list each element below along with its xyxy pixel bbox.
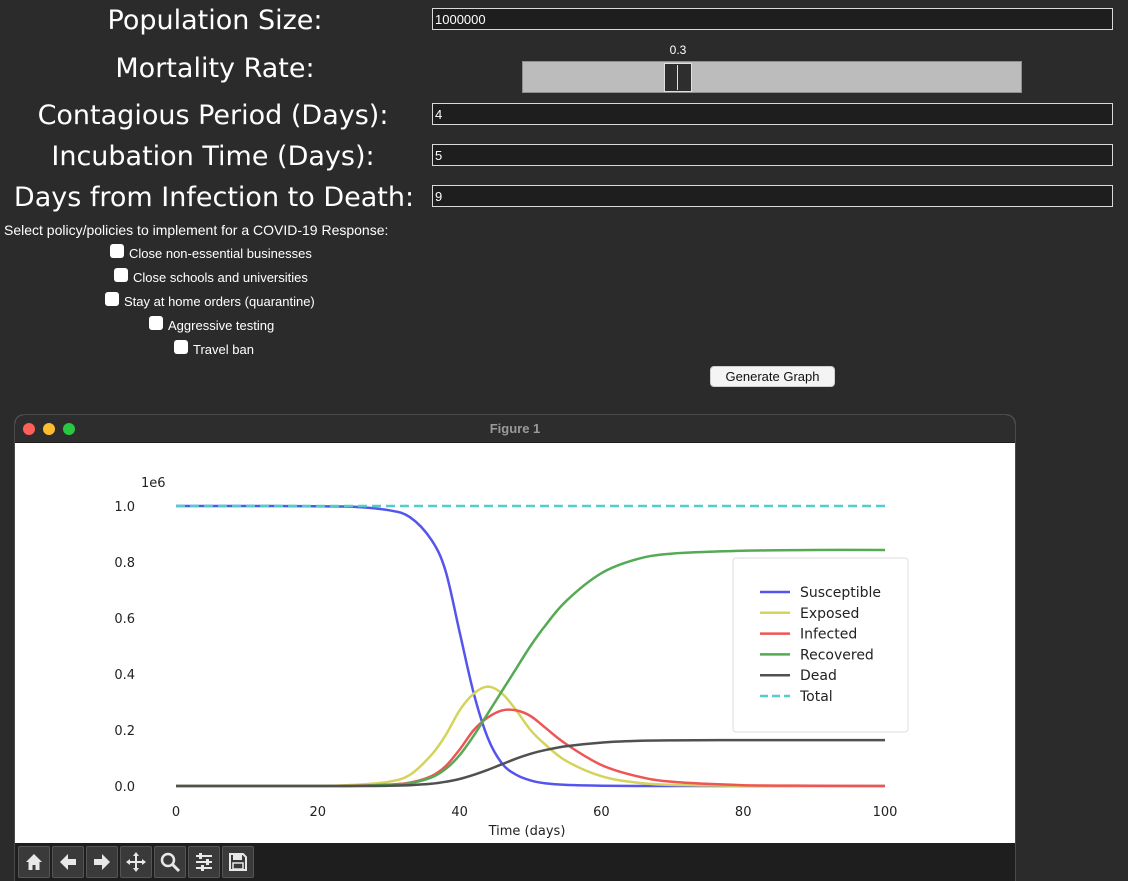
y-tick-label: 0.6 [114,612,135,627]
x-tick-label: 80 [735,805,752,820]
y-offset-label: 1e6 [141,476,166,491]
slider-handle[interactable] [664,63,692,92]
pan-icon[interactable] [120,846,152,878]
zoom-window-icon[interactable] [63,423,75,435]
legend-label: Dead [800,668,837,684]
legend-label: Susceptible [800,585,881,601]
policy-label: Close non-essential businesses [129,246,312,261]
figure-title: Figure 1 [489,421,541,436]
incubation-time-input[interactable] [432,144,1113,166]
x-tick-label: 40 [451,805,468,820]
population-size-label: Population Size: [107,5,323,36]
policy-aggressive-testing[interactable]: Aggressive testing [149,315,275,333]
series-line-exposed [175,685,885,788]
series-line-dead [175,738,885,788]
policy-label: Aggressive testing [168,318,275,333]
back-arrow-icon[interactable] [52,846,84,878]
contagious-period-label: Contagious Period (Days): [37,100,389,131]
policy-label: Close schools and universities [133,270,308,285]
figure-window: Figure 1 1e6 0.0 0.2 0.4 0.6 0.8 1.0 0 20 40 60 80 1… [15,415,1015,881]
home-icon[interactable] [18,846,50,878]
checkbox[interactable] [149,315,163,330]
policy-heading: Select policy/policies to implement for … [4,222,389,238]
figure-titlebar[interactable]: Figure 1 [15,415,1015,443]
legend-box [732,557,909,733]
generate-graph-button[interactable]: Generate Graph [710,366,835,387]
policy-travel-ban[interactable]: Travel ban [174,339,254,357]
checkbox[interactable] [114,267,128,282]
legend-label: Infected [800,627,857,643]
configure-subplots-icon[interactable] [188,846,220,878]
save-icon[interactable] [222,846,254,878]
y-tick-label: 0.4 [114,668,135,683]
plot-canvas[interactable]: 1e6 0.0 0.2 0.4 0.6 0.8 1.0 0 20 40 60 80 100 Time (d… [15,444,1015,843]
policy-stay-at-home[interactable]: Stay at home orders (quarantine) [105,291,315,309]
mortality-rate-slider[interactable] [522,61,1022,93]
forward-arrow-icon[interactable] [86,846,118,878]
x-tick-label: 60 [593,805,610,820]
checkbox[interactable] [174,339,188,354]
line-chart: 1e6 0.0 0.2 0.4 0.6 0.8 1.0 0 20 40 60 80 100 Time (d… [114,476,909,839]
close-window-icon[interactable] [23,423,35,435]
x-tick-label: 0 [172,805,180,820]
x-axis-label: Time (days) [488,824,566,839]
infection-to-death-input[interactable] [432,185,1113,207]
mortality-rate-value: 0.3 [669,43,687,57]
figure-toolbar [15,843,1015,881]
population-size-input[interactable] [432,8,1113,30]
policy-label: Stay at home orders (quarantine) [124,294,315,309]
incubation-time-label: Incubation Time (Days): [51,141,375,172]
x-tick-label: 20 [310,805,327,820]
y-tick-label: 1.0 [114,500,135,515]
legend-label: Exposed [800,606,859,622]
minimize-window-icon[interactable] [43,423,55,435]
policy-close-schools[interactable]: Close schools and universities [114,267,308,285]
zoom-icon[interactable] [154,846,186,878]
series-line-susceptible [176,504,885,788]
contagious-period-input[interactable] [432,103,1113,125]
y-tick-label: 0.0 [114,780,135,795]
legend-label: Recovered [800,647,874,663]
y-tick-label: 0.2 [114,724,135,739]
checkbox[interactable] [110,243,124,258]
y-tick-label: 0.8 [114,556,135,571]
infection-to-death-label: Days from Infection to Death: [13,182,415,213]
checkbox[interactable] [105,291,119,306]
legend-label: Total [799,689,833,705]
policy-label: Travel ban [193,342,254,357]
x-tick-label: 100 [873,805,898,820]
mortality-rate-label: Mortality Rate: [115,53,315,84]
policy-close-businesses[interactable]: Close non-essential businesses [110,243,312,261]
